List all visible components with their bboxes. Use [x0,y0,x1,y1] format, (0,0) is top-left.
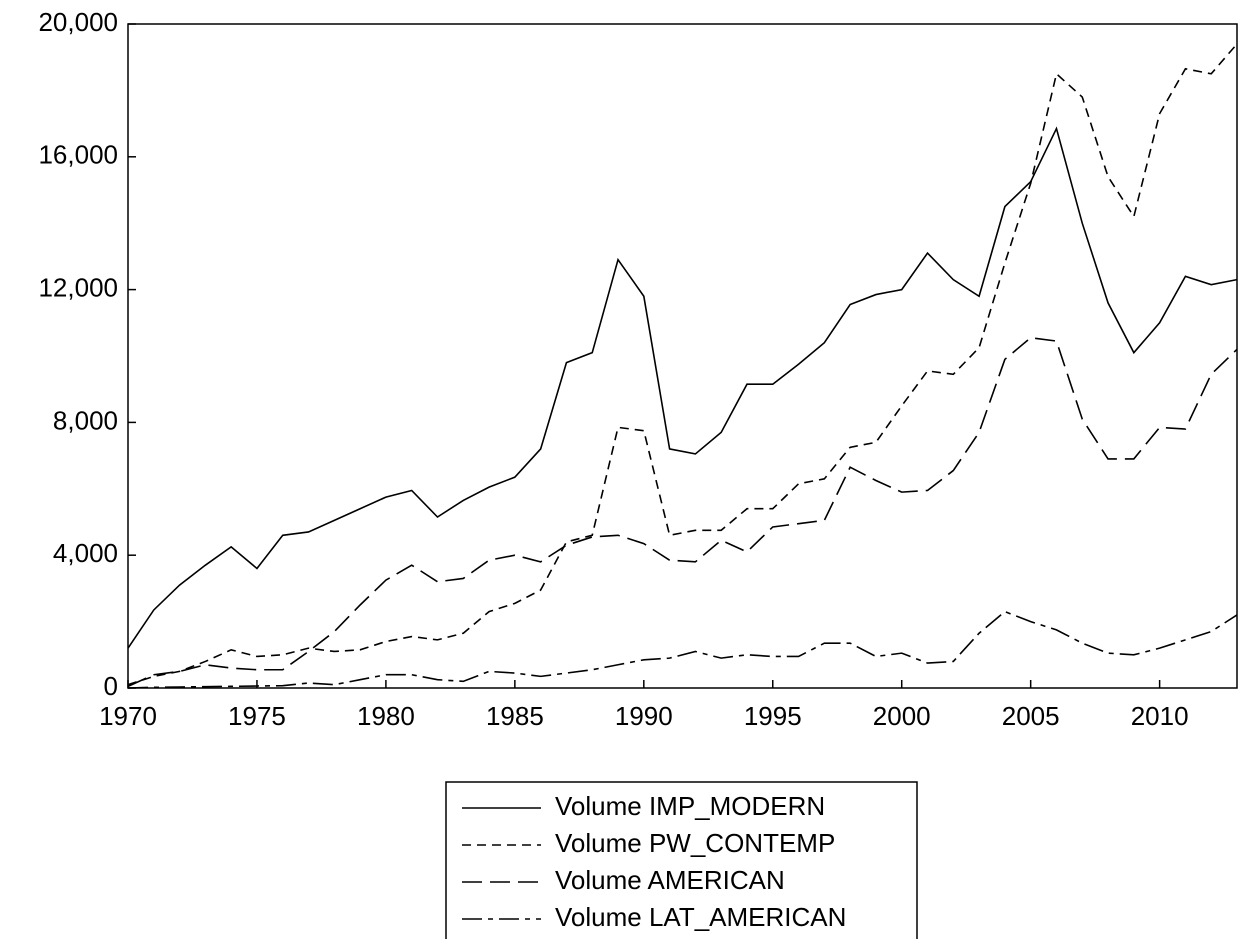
legend-label: Volume LAT_AMERICAN [555,902,846,932]
legend-label: Volume AMERICAN [555,865,785,895]
plot-frame [127,23,1238,689]
series-line [127,610,1238,689]
x-tick-label: 2000 [873,701,931,731]
series-line [127,336,1238,688]
x-tick-label: 1980 [357,701,415,731]
y-tick-label: 4,000 [53,538,118,568]
x-tick-label: 1995 [744,701,802,731]
x-tick-label: 1985 [486,701,544,731]
x-tick-label: 1990 [615,701,673,731]
x-tick-label: 1975 [228,701,286,731]
legend-label: Volume PW_CONTEMP [555,828,835,858]
y-tick-label: 0 [104,671,118,701]
series-line [127,126,1238,649]
x-tick-label: 1970 [99,701,157,731]
x-tick-label: 2010 [1131,701,1189,731]
y-tick-label: 12,000 [38,272,118,302]
legend-label: Volume IMP_MODERN [555,791,825,821]
y-tick-label: 20,000 [38,7,118,37]
series-line [127,43,1238,686]
y-tick-label: 8,000 [53,405,118,435]
x-tick-label: 2005 [1002,701,1060,731]
y-tick-label: 16,000 [38,140,118,170]
